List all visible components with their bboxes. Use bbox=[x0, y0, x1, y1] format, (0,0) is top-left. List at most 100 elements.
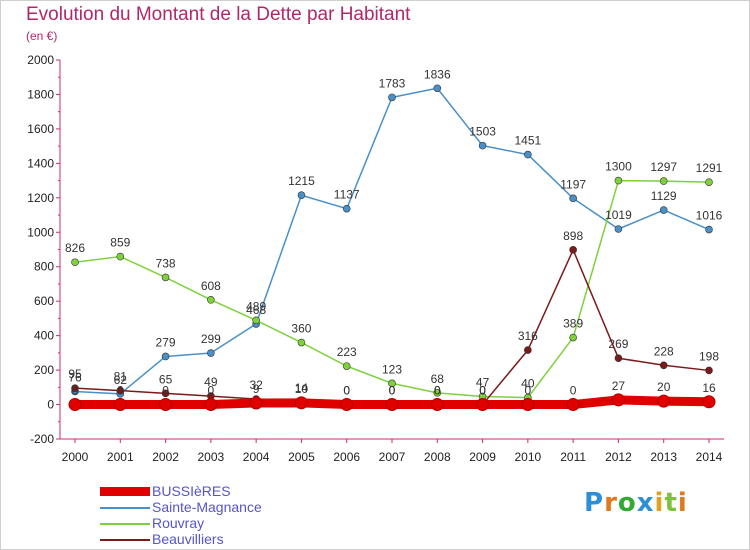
data-point bbox=[659, 361, 668, 370]
series-layer bbox=[68, 84, 716, 412]
x-tick-label: 2008 bbox=[424, 450, 451, 464]
data-point bbox=[161, 389, 170, 398]
data-label: 10 bbox=[295, 382, 309, 396]
x-tick-label: 2006 bbox=[333, 450, 360, 464]
data-label: 16 bbox=[702, 381, 716, 395]
data-label: 40 bbox=[521, 377, 535, 391]
data-label: 898 bbox=[563, 229, 583, 243]
data-label: 0 bbox=[389, 384, 396, 398]
y-tick-label: 200 bbox=[34, 363, 54, 377]
y-tick-label: 0 bbox=[47, 398, 54, 412]
data-point bbox=[385, 398, 399, 412]
data-label: 1783 bbox=[379, 76, 406, 90]
data-label: 0 bbox=[162, 384, 169, 398]
legend-label: Sainte-Magnance bbox=[152, 499, 262, 515]
data-label: 279 bbox=[156, 335, 176, 349]
data-point bbox=[705, 366, 713, 375]
x-tick-label: 2014 bbox=[696, 450, 723, 464]
data-label: 859 bbox=[110, 236, 130, 250]
data-point bbox=[342, 204, 351, 213]
data-point bbox=[161, 352, 170, 361]
data-label: 826 bbox=[65, 241, 85, 255]
y-tick-label: 2000 bbox=[27, 53, 54, 67]
data-label: 1503 bbox=[469, 125, 496, 139]
data-label: 65 bbox=[159, 372, 173, 386]
legend-swatch bbox=[100, 523, 150, 525]
data-point bbox=[569, 333, 577, 342]
data-point bbox=[161, 273, 170, 282]
data-label: 0 bbox=[389, 384, 396, 398]
data-point bbox=[294, 396, 308, 410]
data-label: 1836 bbox=[424, 67, 451, 81]
legend-label: BUSSIèRES bbox=[152, 483, 231, 499]
data-point bbox=[566, 398, 580, 412]
data-label: 228 bbox=[654, 344, 674, 358]
data-point bbox=[340, 398, 354, 412]
data-label: 14 bbox=[295, 381, 309, 395]
x-tick-label: 2002 bbox=[152, 450, 179, 464]
data-label: 95 bbox=[68, 367, 82, 381]
x-tick-label: 2010 bbox=[515, 450, 542, 464]
data-point bbox=[524, 150, 532, 159]
data-point bbox=[476, 398, 490, 412]
data-label: 123 bbox=[382, 362, 402, 376]
data-label: 316 bbox=[518, 329, 538, 343]
data-point bbox=[207, 349, 215, 357]
data-label: 1297 bbox=[650, 160, 677, 174]
data-point bbox=[204, 398, 218, 412]
x-tick-label: 2005 bbox=[288, 450, 315, 464]
data-label: 49 bbox=[204, 375, 218, 389]
data-point bbox=[705, 178, 713, 186]
data-label: 1137 bbox=[334, 188, 360, 202]
x-tick-label: 2004 bbox=[243, 450, 270, 464]
data-label: 269 bbox=[608, 337, 628, 351]
data-point bbox=[433, 84, 442, 93]
data-label: 489 bbox=[246, 299, 266, 313]
data-point bbox=[116, 252, 125, 261]
data-point bbox=[611, 393, 625, 407]
y-tick-label: -200 bbox=[30, 432, 54, 446]
x-tick-label: 2003 bbox=[198, 450, 225, 464]
data-point bbox=[521, 398, 535, 412]
data-label: 32 bbox=[249, 378, 263, 392]
data-point bbox=[249, 396, 263, 410]
data-point bbox=[659, 206, 668, 214]
data-label: 1129 bbox=[651, 189, 677, 203]
data-label: 198 bbox=[699, 349, 719, 363]
proxiti-logo: Proxiti bbox=[584, 488, 688, 518]
legend-label: Beauvilliers bbox=[152, 531, 224, 547]
y-tick-label: 800 bbox=[34, 260, 54, 274]
x-tick-label: 2011 bbox=[560, 450, 586, 464]
data-point bbox=[657, 394, 671, 408]
data-label: 608 bbox=[201, 279, 221, 293]
data-label: 0 bbox=[479, 384, 486, 398]
data-label: 76 bbox=[68, 370, 82, 384]
data-label: 68 bbox=[431, 372, 445, 386]
data-label: 389 bbox=[563, 317, 583, 331]
data-label: 1291 bbox=[696, 161, 723, 175]
y-tick-label: 1400 bbox=[27, 156, 54, 170]
data-label: 738 bbox=[156, 256, 176, 270]
data-label: 360 bbox=[291, 322, 311, 336]
data-point bbox=[71, 258, 79, 267]
axes: -200020040060080010001200140016001800200… bbox=[27, 53, 724, 464]
data-point bbox=[569, 246, 577, 254]
data-label: 1019 bbox=[605, 208, 632, 222]
y-tick-label: 1200 bbox=[27, 191, 54, 205]
data-label: 1300 bbox=[605, 160, 632, 174]
data-label: 468 bbox=[246, 303, 266, 317]
data-label: 0 bbox=[570, 384, 577, 398]
data-label: 27 bbox=[612, 379, 626, 393]
data-point bbox=[614, 354, 623, 363]
data-point bbox=[478, 141, 487, 150]
data-label: 0 bbox=[72, 384, 79, 398]
x-tick-label: 2007 bbox=[379, 450, 406, 464]
legend-label: Rouvray bbox=[152, 515, 205, 531]
data-label: 0 bbox=[434, 384, 441, 398]
data-label: 81 bbox=[114, 370, 128, 384]
y-tick-label: 600 bbox=[34, 294, 54, 308]
data-label: 0 bbox=[343, 384, 350, 398]
data-label: 9 bbox=[253, 382, 260, 396]
data-point bbox=[569, 194, 577, 203]
data-label: 1197 bbox=[560, 177, 586, 191]
